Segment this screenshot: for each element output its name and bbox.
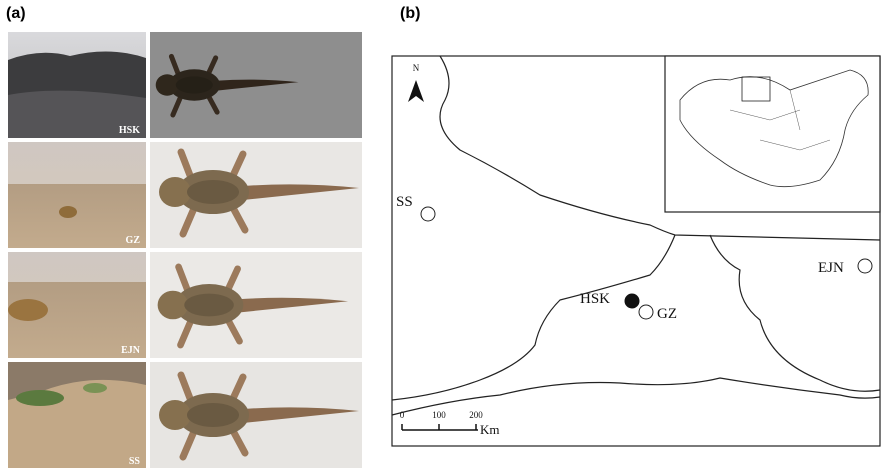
inset-map — [665, 56, 880, 212]
photo-lizard — [150, 142, 362, 248]
site-marker — [858, 259, 872, 273]
photo-lizard — [150, 252, 362, 358]
site-label: HSK — [580, 291, 610, 307]
site-label: SS — [129, 456, 141, 467]
photo-habitat — [8, 252, 146, 358]
scale-tick: 200 — [469, 410, 483, 420]
scale-tick: 0 — [400, 410, 405, 420]
photo-habitat — [8, 32, 146, 138]
site-marker — [421, 207, 435, 221]
photo-habitat — [8, 362, 146, 468]
photo-lizard — [150, 362, 362, 468]
site-label: EJN — [121, 345, 141, 356]
scale-unit: Km — [480, 422, 500, 437]
panel-label: (a) — [6, 5, 26, 22]
north-arrow — [408, 80, 424, 102]
panel-label: (b) — [400, 5, 420, 22]
site-label: EJN — [818, 260, 844, 276]
figure: (a) HSK GZ EJN SS — [0, 0, 881, 470]
site-label: HSK — [119, 125, 140, 136]
photo-lizard — [150, 32, 362, 138]
site-label: GZ — [126, 235, 141, 246]
site-label: SS — [396, 194, 413, 210]
site-marker — [639, 305, 653, 319]
scale-tick: 100 — [432, 410, 446, 420]
photo-habitat — [8, 142, 146, 248]
north-label: N — [413, 63, 420, 73]
scale-bar — [402, 424, 478, 430]
site-label: GZ — [657, 306, 677, 322]
site-marker — [625, 294, 639, 308]
